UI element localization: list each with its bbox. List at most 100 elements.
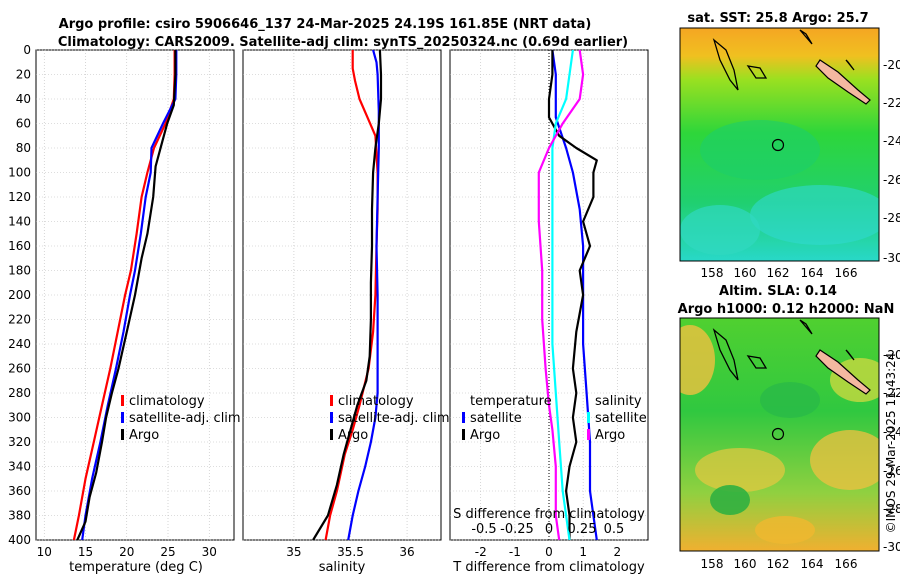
lon-tick-label: 162 xyxy=(767,266,790,280)
legend-argo-label: Argo xyxy=(129,428,159,443)
temperature-axis-label: temperature (deg C) xyxy=(69,560,203,575)
salinity-x-tick-label: 35.5 xyxy=(337,545,364,559)
salinity-series xyxy=(312,49,383,541)
salinity-series-argo xyxy=(312,49,383,541)
salinity-tick-labels: 35 35.5 36 xyxy=(286,545,414,559)
lon-tick-label: 164 xyxy=(801,266,824,280)
sst-map-lat-labels: -20 -22 -24 -26 -28 -30 xyxy=(883,58,900,265)
depth-tick-label: 140 xyxy=(8,215,31,229)
sla-map-image xyxy=(680,318,879,551)
difference-panel: -2 -1 0 1 2 T difference from climatology S … xyxy=(449,49,649,575)
lat-tick-label: -20 xyxy=(883,58,900,72)
salinity-panel: 35 35.5 36 salinity climatology satellite-… xyxy=(242,49,450,575)
temperature-x-tick-label: 20 xyxy=(119,545,134,559)
lat-tick-label: -26 xyxy=(883,464,900,478)
imos-credit: ©IMOS 29-Mar-2025 11:43:24 xyxy=(884,353,898,534)
salinity-legend: climatology satellite-adj. clim Argo xyxy=(330,394,450,443)
lat-tick-label: -24 xyxy=(883,425,900,439)
depth-tick-label: 120 xyxy=(8,190,31,204)
depth-tick-label: 260 xyxy=(8,362,31,376)
temperature-x-tick-label: 10 xyxy=(37,545,52,559)
difference-x-tick-label: -1 xyxy=(509,545,521,559)
sst-map-lon-labels: 158 160 162 164 166 xyxy=(701,266,858,280)
lon-tick-label: 164 xyxy=(801,557,824,571)
legend-s-satellite-swatch xyxy=(587,412,590,423)
legend-s-argo-label: Argo xyxy=(595,428,625,443)
lon-tick-label: 160 xyxy=(734,557,757,571)
sst-patch xyxy=(680,205,760,255)
legend-t-satellite-label: satellite xyxy=(470,411,522,426)
depth-tick-label: 320 xyxy=(8,435,31,449)
new-caledonia-landmass xyxy=(815,59,871,105)
sla-map-lat-labels: -20 -22 -24 -26 -28 -30 xyxy=(883,348,900,554)
legend-t-argo-swatch xyxy=(462,429,465,440)
sla-patch xyxy=(755,516,815,544)
lon-tick-label: 166 xyxy=(835,266,858,280)
difference-x-tick-label: 0 xyxy=(545,545,553,559)
temperature-series-satellite-adj-clim xyxy=(81,50,178,541)
depth-tick-label: 280 xyxy=(8,386,31,400)
lat-tick-label: -28 xyxy=(883,502,900,516)
depth-tick-label: 220 xyxy=(8,313,31,327)
temperature-tick-labels: 10 15 20 25 30 xyxy=(37,545,217,559)
depth-tick-label: 0 xyxy=(23,43,31,57)
legend-argo-swatch xyxy=(121,429,124,440)
depth-tick-label: 380 xyxy=(8,509,31,523)
depth-tick-labels: 0 20 40 60 80 100 120 140 160 180 200 220 240 260 280 3… xyxy=(8,43,31,547)
s-tick-label: 0.25 xyxy=(568,522,597,537)
lon-tick-label: 166 xyxy=(835,557,858,571)
legend-climatology-label: climatology xyxy=(129,394,205,409)
s-tick-label: 0 xyxy=(545,522,553,537)
temperature-x-tick-label: 15 xyxy=(78,545,93,559)
lat-tick-label: -22 xyxy=(883,386,900,400)
sst-patch xyxy=(750,185,879,245)
argo-float-marker xyxy=(771,138,785,152)
difference-x-tick-label: 1 xyxy=(579,545,587,559)
sal-legend-satellite-label: satellite-adj. clim xyxy=(338,411,450,426)
sst-patch xyxy=(700,120,820,180)
lat-tick-label: -26 xyxy=(883,173,900,187)
sal-legend-climatology-swatch xyxy=(330,395,333,406)
sla-map-title-line1: Altim. SLA: 0.14 xyxy=(719,284,837,299)
lon-tick-label: 160 xyxy=(734,266,757,280)
lat-tick-label: -28 xyxy=(883,211,900,225)
temperature-legend: climatology satellite-adj. clim Argo xyxy=(121,394,241,443)
lat-tick-label: -22 xyxy=(883,96,900,110)
legend-temperature-title: temperature xyxy=(470,394,552,409)
temperature-series xyxy=(72,50,178,541)
depth-tick-label: 180 xyxy=(8,264,31,278)
salinity-grid xyxy=(243,49,441,541)
sla-patch xyxy=(695,448,785,492)
depth-tick-label: 200 xyxy=(8,288,31,302)
sst-map-title: sat. SST: 25.8 Argo: 25.7 xyxy=(687,11,868,26)
sal-legend-climatology-label: climatology xyxy=(338,394,414,409)
legend-s-argo-swatch xyxy=(587,429,590,440)
difference-series-temperature-argo xyxy=(547,50,598,540)
depth-tick-label: 60 xyxy=(16,117,31,131)
depth-tick-label: 160 xyxy=(8,239,31,253)
figure-title-line1: Argo profile: csiro 5906646_137 24-Mar-2… xyxy=(59,17,592,32)
sst-map-image xyxy=(680,28,879,261)
depth-tick-label: 400 xyxy=(8,533,31,547)
s-tick-label: -0.5 xyxy=(471,522,496,537)
salinity-series-satellite-adj-clim xyxy=(347,49,380,541)
legend-t-satellite-swatch xyxy=(462,412,465,423)
legend-t-argo-label: Argo xyxy=(470,428,500,443)
difference-legend: temperature satellite Argo salinity sate… xyxy=(462,394,647,443)
figure-title-line2: Climatology: CARS2009. Satellite-adj cli… xyxy=(58,35,628,50)
depth-tick-label: 20 xyxy=(16,68,31,82)
sal-legend-argo-label: Argo xyxy=(338,428,368,443)
sla-patch xyxy=(810,430,879,490)
sla-map-panel: Altim. SLA: 0.14 Argo h1000: 0.12 h2000:… xyxy=(678,284,900,571)
sla-map-title-line2: Argo h1000: 0.12 h2000: NaN xyxy=(678,302,895,317)
temperature-series-argo xyxy=(76,50,177,541)
legend-s-satellite-label: satellite xyxy=(595,411,647,426)
difference-series-salinity-satellite xyxy=(551,49,574,541)
coastline-outline xyxy=(712,319,855,381)
s-tick-label: -0.25 xyxy=(500,522,534,537)
difference-x-tick-label: -2 xyxy=(475,545,487,559)
depth-tick-label: 80 xyxy=(16,141,31,155)
depth-tick-label: 340 xyxy=(8,460,31,474)
depth-tick-label: 300 xyxy=(8,411,31,425)
salinity-axis-label: salinity xyxy=(319,560,366,575)
